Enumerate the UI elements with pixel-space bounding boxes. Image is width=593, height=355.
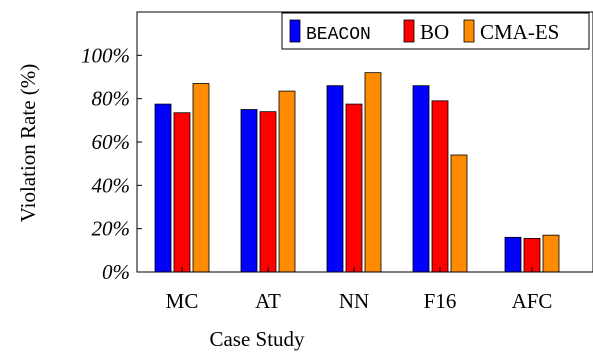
bar-cma-es-f16 bbox=[450, 154, 468, 273]
bar-cma-es-at bbox=[278, 90, 296, 273]
y-tick-label: 60% bbox=[92, 130, 131, 154]
bar-beacon-at bbox=[240, 109, 258, 273]
legend-frame bbox=[281, 12, 590, 50]
bar-beacon-afc bbox=[504, 236, 522, 273]
legend-label-cma-es: CMA-ES bbox=[480, 20, 559, 44]
y-tick-label: 100% bbox=[81, 43, 130, 67]
x-tick-label-mc: MC bbox=[166, 289, 199, 313]
y-tick-label: 40% bbox=[92, 173, 131, 197]
legend: BEACON BO CMA-ES bbox=[281, 12, 590, 50]
x-tick-label-afc: AFC bbox=[512, 289, 553, 313]
x-axis-label: Case Study bbox=[209, 327, 305, 351]
y-tick-label: 80% bbox=[92, 87, 131, 111]
bar-beacon-f16 bbox=[412, 85, 430, 273]
x-tick-label-f16: F16 bbox=[424, 289, 457, 313]
y-tick-label: 0% bbox=[102, 260, 130, 284]
legend-label-beacon: BEACON bbox=[306, 25, 371, 45]
legend-swatch-bo bbox=[403, 19, 415, 43]
x-axis-ticks: MC AT NN F16 AFC bbox=[166, 267, 553, 313]
x-tick-label-at: AT bbox=[255, 289, 281, 313]
legend-swatch-beacon bbox=[289, 19, 301, 43]
bar-bo-nn bbox=[345, 103, 363, 273]
y-axis-ticks: 0% 20% 40% 60% 80% 100% bbox=[81, 43, 142, 284]
bar-cma-es-afc bbox=[542, 234, 560, 273]
y-axis-label: Violation Rate (%) bbox=[16, 64, 40, 223]
bar-beacon-mc bbox=[154, 103, 172, 273]
bar-bo-f16 bbox=[431, 100, 449, 273]
legend-swatch-cma-es bbox=[463, 19, 475, 43]
bar-cma-es-nn bbox=[364, 72, 382, 273]
bar-cma-es-mc bbox=[192, 83, 210, 273]
legend-label-bo: BO bbox=[420, 20, 449, 44]
bar-beacon-nn bbox=[326, 85, 344, 273]
bar-bo-mc bbox=[173, 112, 191, 273]
bar-bo-afc bbox=[523, 238, 541, 273]
y-tick-label: 20% bbox=[92, 217, 131, 241]
plot-frame bbox=[136, 11, 593, 273]
x-tick-label-nn: NN bbox=[339, 289, 369, 313]
bars-group bbox=[154, 72, 560, 273]
bar-bo-at bbox=[259, 111, 277, 273]
